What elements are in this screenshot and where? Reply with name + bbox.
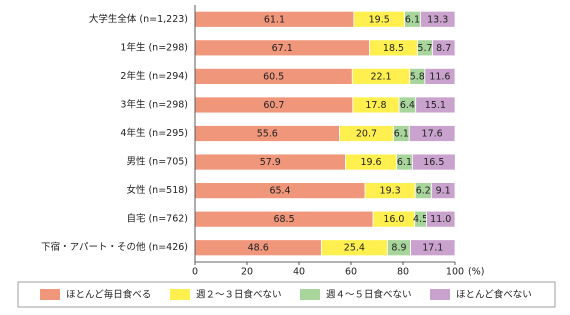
value-label: 13.3 <box>427 14 448 25</box>
value-label: 65.4 <box>269 186 290 197</box>
value-label: 20.7 <box>356 129 377 140</box>
value-label: 16.5 <box>423 157 444 168</box>
value-label: 9.1 <box>436 186 451 197</box>
bar-segment <box>410 239 456 257</box>
value-label: 15.1 <box>425 100 446 111</box>
x-tick-label: 80 <box>397 267 409 278</box>
value-label: 60.7 <box>263 100 284 111</box>
category-label: 3年生 (n=298) <box>120 98 188 110</box>
value-label: 48.6 <box>248 243 269 254</box>
x-tick-label: 20 <box>241 267 253 278</box>
value-label: 8.9 <box>391 243 406 254</box>
legend-label: 週４～５日食べない <box>326 289 412 301</box>
bar-segment <box>424 67 456 85</box>
x-unit: (%) <box>468 267 484 278</box>
value-label: 17.8 <box>365 100 386 111</box>
value-label: 5.8 <box>410 71 425 82</box>
value-label: 11.6 <box>429 71 450 82</box>
category-label: 大学生全体 (n=1,223) <box>89 13 188 25</box>
value-label: 5.7 <box>417 43 432 54</box>
value-label: 18.5 <box>383 43 404 54</box>
value-label: 22.1 <box>370 71 391 82</box>
category-label: 下宿・アパート・その他 (n=426) <box>41 241 188 253</box>
x-tick-label: 60 <box>345 267 357 278</box>
value-label: 57.9 <box>260 157 281 168</box>
legend-box <box>17 281 556 308</box>
legend-swatch <box>40 289 60 300</box>
x-tick-label: 0 <box>192 267 198 278</box>
value-label: 60.5 <box>263 71 284 82</box>
category-label: 女性 (n=518) <box>126 184 188 196</box>
value-label: 4.5 <box>413 214 428 225</box>
value-label: 19.5 <box>369 14 390 25</box>
bar-segment <box>411 153 456 171</box>
category-label: 自宅 (n=762) <box>126 213 188 225</box>
value-label: 19.6 <box>360 157 381 168</box>
value-label: 17.1 <box>422 243 443 254</box>
x-tick-label: 40 <box>293 267 305 278</box>
value-label: 19.3 <box>380 186 401 197</box>
value-label: 17.6 <box>422 129 443 140</box>
category-label: 4年生 (n=295) <box>120 127 188 139</box>
category-label: 男性 (n=705) <box>126 156 188 168</box>
bar-segment <box>425 210 456 228</box>
value-label: 6.4 <box>400 100 415 111</box>
value-label: 68.5 <box>273 214 294 225</box>
value-label: 6.1 <box>397 157 412 168</box>
value-label: 6.2 <box>416 186 431 197</box>
value-label: 61.1 <box>264 14 285 25</box>
bar-segment <box>420 10 456 28</box>
bar-segment <box>430 182 456 200</box>
legend-label: ほとんど毎日食べる <box>66 289 151 301</box>
legend-label: ほとんど食べない <box>456 289 532 301</box>
category-label: 2年生 (n=294) <box>120 70 188 82</box>
value-label: 16.0 <box>383 214 404 225</box>
value-label: 6.1 <box>394 129 409 140</box>
legend-label: 週２～３日食べない <box>196 289 282 301</box>
value-label: 11.0 <box>430 214 451 225</box>
value-label: 55.6 <box>257 129 278 140</box>
bar-segment <box>431 39 456 57</box>
legend-swatch <box>430 289 450 300</box>
value-label: 67.1 <box>272 43 293 54</box>
value-label: 25.4 <box>344 243 365 254</box>
value-label: 6.1 <box>405 14 420 25</box>
legend-swatch <box>170 289 190 300</box>
category-label: 1年生 (n=298) <box>120 41 188 53</box>
bar-segment <box>415 96 456 114</box>
bar-segment <box>408 125 456 142</box>
value-label: 8.7 <box>436 43 451 54</box>
legend-swatch <box>300 289 320 300</box>
x-tick-label: 100 <box>446 267 464 278</box>
